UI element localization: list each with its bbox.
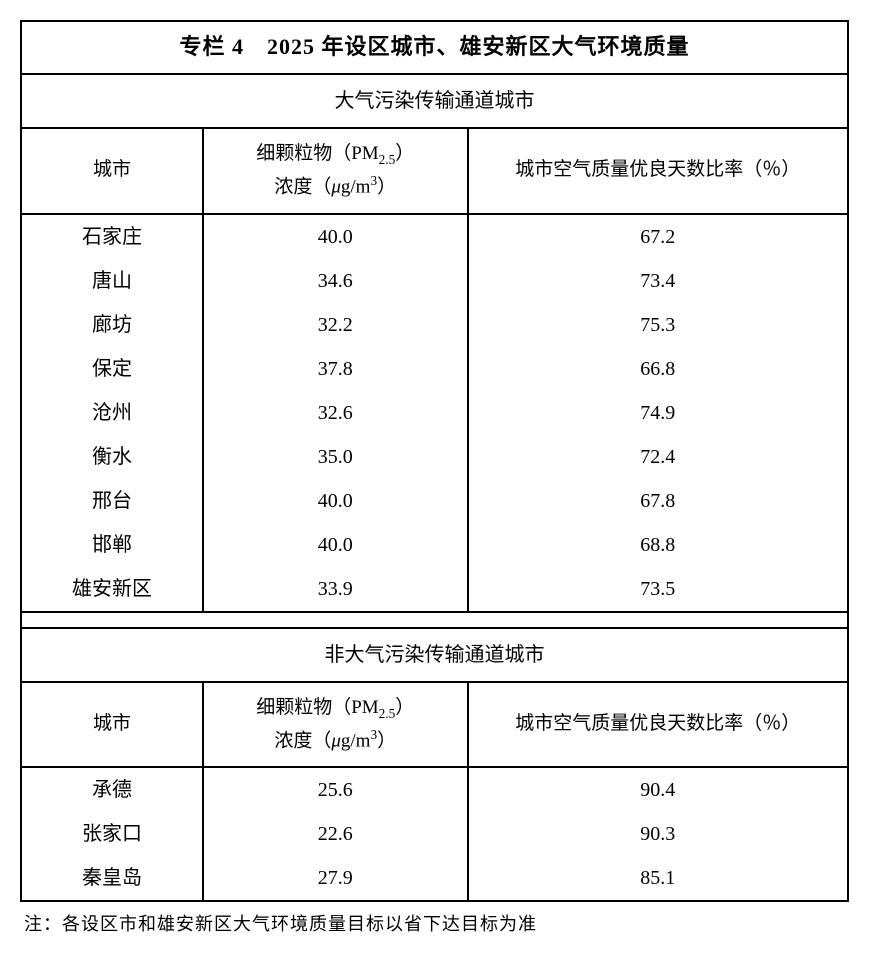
cell-city: 廊坊 bbox=[21, 303, 203, 347]
cell-pct: 90.3 bbox=[468, 812, 848, 856]
cell-pct: 85.1 bbox=[468, 856, 848, 901]
cell-city: 石家庄 bbox=[21, 214, 203, 259]
table-row: 衡水35.072.4 bbox=[21, 435, 848, 479]
col-header-pm-1: 细颗粒物（PM2.5）浓度（μg/m3） bbox=[203, 128, 468, 214]
cell-pm: 40.0 bbox=[203, 214, 468, 259]
table-title: 专栏 4 2025 年设区城市、雄安新区大气环境质量 bbox=[21, 21, 848, 74]
table-row: 邯郸40.068.8 bbox=[21, 523, 848, 567]
table-row: 沧州32.674.9 bbox=[21, 391, 848, 435]
cell-pm: 40.0 bbox=[203, 479, 468, 523]
table-row: 唐山34.673.4 bbox=[21, 259, 848, 303]
spacer-row bbox=[21, 612, 848, 628]
col-header-pct-2: 城市空气质量优良天数比率（％） bbox=[468, 682, 848, 768]
cell-pm: 32.6 bbox=[203, 391, 468, 435]
cell-pct: 67.8 bbox=[468, 479, 848, 523]
table-row: 石家庄40.067.2 bbox=[21, 214, 848, 259]
cell-pct: 74.9 bbox=[468, 391, 848, 435]
cell-pm: 22.6 bbox=[203, 812, 468, 856]
cell-pct: 73.5 bbox=[468, 567, 848, 612]
table-row: 保定37.866.8 bbox=[21, 347, 848, 391]
spacer bbox=[21, 612, 848, 628]
cell-city: 张家口 bbox=[21, 812, 203, 856]
cell-pm: 32.2 bbox=[203, 303, 468, 347]
cell-pm: 34.6 bbox=[203, 259, 468, 303]
col-header-pm-2: 细颗粒物（PM2.5）浓度（μg/m3） bbox=[203, 682, 468, 768]
table: 专栏 4 2025 年设区城市、雄安新区大气环境质量大气污染传输通道城市城市细颗… bbox=[20, 20, 849, 902]
cell-pm: 25.6 bbox=[203, 767, 468, 812]
cell-pm: 37.8 bbox=[203, 347, 468, 391]
table-row: 雄安新区33.973.5 bbox=[21, 567, 848, 612]
cell-city: 唐山 bbox=[21, 259, 203, 303]
air-quality-table: 专栏 4 2025 年设区城市、雄安新区大气环境质量大气污染传输通道城市城市细颗… bbox=[20, 20, 849, 902]
col-header-city-1: 城市 bbox=[21, 128, 203, 214]
cell-pct: 73.4 bbox=[468, 259, 848, 303]
cell-pct: 68.8 bbox=[468, 523, 848, 567]
cell-pm: 33.9 bbox=[203, 567, 468, 612]
cell-pm: 35.0 bbox=[203, 435, 468, 479]
cell-city: 衡水 bbox=[21, 435, 203, 479]
cell-city: 沧州 bbox=[21, 391, 203, 435]
table-row: 廊坊32.275.3 bbox=[21, 303, 848, 347]
cell-pm: 27.9 bbox=[203, 856, 468, 901]
table-row: 承德25.690.4 bbox=[21, 767, 848, 812]
col-header-city-2: 城市 bbox=[21, 682, 203, 768]
section1-header: 大气污染传输通道城市 bbox=[21, 74, 848, 128]
table-row: 秦皇岛27.985.1 bbox=[21, 856, 848, 901]
table-row: 邢台40.067.8 bbox=[21, 479, 848, 523]
cell-pct: 67.2 bbox=[468, 214, 848, 259]
cell-city: 邯郸 bbox=[21, 523, 203, 567]
cell-city: 秦皇岛 bbox=[21, 856, 203, 901]
table-row: 张家口22.690.3 bbox=[21, 812, 848, 856]
cell-city: 雄安新区 bbox=[21, 567, 203, 612]
section2-header: 非大气污染传输通道城市 bbox=[21, 628, 848, 682]
cell-pct: 66.8 bbox=[468, 347, 848, 391]
cell-pct: 75.3 bbox=[468, 303, 848, 347]
cell-city: 承德 bbox=[21, 767, 203, 812]
cell-city: 保定 bbox=[21, 347, 203, 391]
cell-pct: 90.4 bbox=[468, 767, 848, 812]
col-header-pct-1: 城市空气质量优良天数比率（％） bbox=[468, 128, 848, 214]
footnote: 注：各设区市和雄安新区大气环境质量目标以省下达目标为准 bbox=[20, 910, 853, 936]
cell-pct: 72.4 bbox=[468, 435, 848, 479]
cell-city: 邢台 bbox=[21, 479, 203, 523]
cell-pm: 40.0 bbox=[203, 523, 468, 567]
